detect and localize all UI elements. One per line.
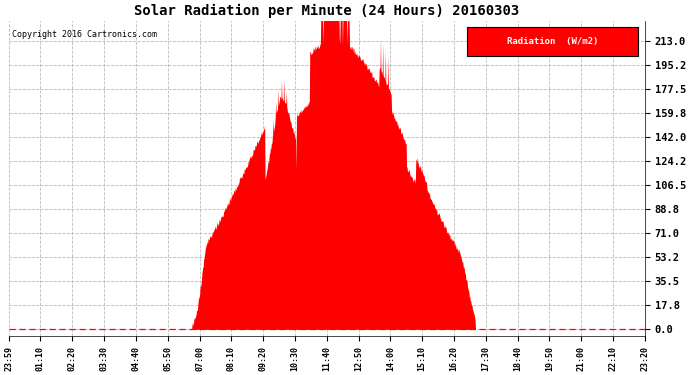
Title: Solar Radiation per Minute (24 Hours) 20160303: Solar Radiation per Minute (24 Hours) 20…	[134, 4, 520, 18]
FancyBboxPatch shape	[466, 27, 638, 56]
Text: Copyright 2016 Cartronics.com: Copyright 2016 Cartronics.com	[12, 30, 157, 39]
Text: Radiation  (W/m2): Radiation (W/m2)	[507, 37, 598, 46]
